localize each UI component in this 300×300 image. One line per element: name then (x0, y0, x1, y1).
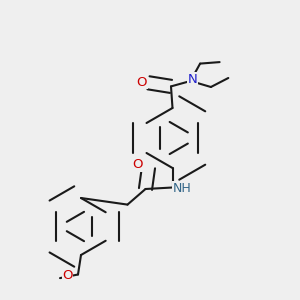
Text: N: N (188, 73, 198, 86)
Text: O: O (136, 76, 147, 89)
Text: O: O (62, 269, 73, 282)
Text: O: O (132, 158, 142, 171)
Text: NH: NH (173, 182, 191, 195)
